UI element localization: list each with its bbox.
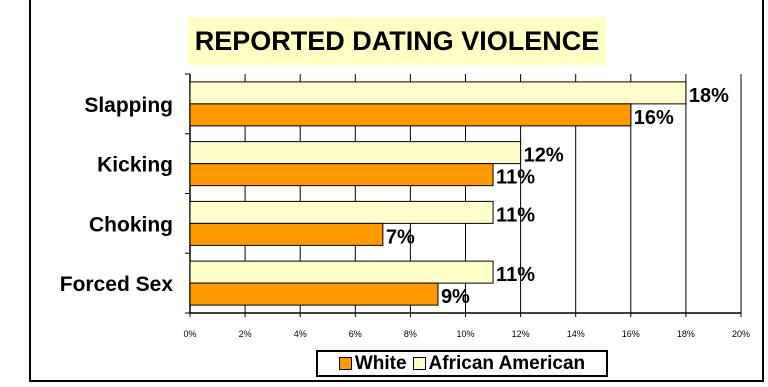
x-tick-label: 20% <box>732 329 750 339</box>
data-label: 9% <box>441 286 470 308</box>
x-tick-label: 6% <box>349 329 362 339</box>
legend-item-white: White <box>338 352 407 375</box>
data-label: 18% <box>689 85 729 107</box>
x-tick-label: 18% <box>677 329 695 339</box>
category-label: Kicking <box>97 154 173 177</box>
category-label: Slapping <box>84 94 173 117</box>
bar-white <box>189 103 632 127</box>
chart-legend: White African American <box>316 350 608 377</box>
x-tick-label: 14% <box>567 329 585 339</box>
legend-swatch-african-american <box>412 357 426 370</box>
chart-title: REPORTED DATING VIOLENCE <box>188 17 606 65</box>
x-tick-label: 0% <box>183 329 196 339</box>
chart-frame <box>29 0 764 382</box>
bar-african-american <box>189 81 687 105</box>
x-tick-label: 8% <box>404 329 417 339</box>
bar-white <box>189 282 439 306</box>
x-tick-label: 10% <box>456 329 474 339</box>
data-label: 11% <box>496 264 535 286</box>
data-label: 11% <box>496 204 535 226</box>
category-label: Forced Sex <box>60 273 174 296</box>
bar-white <box>189 222 384 246</box>
legend-label-white: White <box>354 352 407 374</box>
legend-swatch-white <box>338 357 352 370</box>
x-tick-label: 12% <box>512 329 530 339</box>
x-tick-label: 2% <box>239 329 252 339</box>
bar-african-american <box>189 260 494 284</box>
legend-label-african-american: African American <box>428 352 586 374</box>
legend-item-african-american: African American <box>412 352 586 375</box>
data-label: 7% <box>386 226 415 248</box>
bar-african-american <box>189 141 522 165</box>
bar-white <box>189 163 494 187</box>
x-tick-label: 16% <box>622 329 640 339</box>
data-label: 12% <box>524 145 564 167</box>
category-label: Choking <box>89 213 173 236</box>
data-label: 16% <box>634 107 674 129</box>
bar-african-american <box>189 200 494 224</box>
data-label: 11% <box>496 167 535 189</box>
x-tick-label: 4% <box>294 329 307 339</box>
